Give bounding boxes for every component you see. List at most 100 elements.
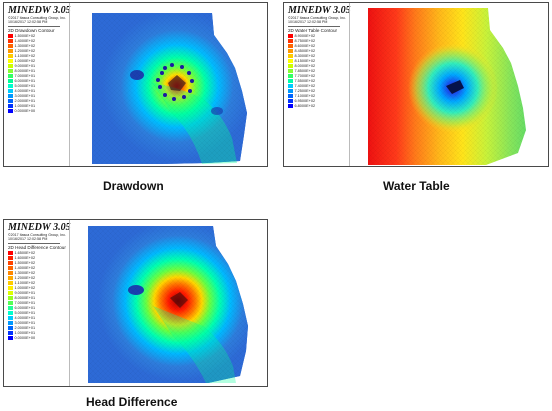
color-swatch <box>8 291 13 296</box>
color-swatch <box>288 104 293 109</box>
color-swatch <box>288 59 293 64</box>
legend-value: 8.0000E+01 <box>14 296 36 301</box>
legend-entry: 1.6000E+02 <box>8 256 68 261</box>
legend-value: 8.0000E+02 <box>294 64 316 69</box>
legend-value: 4.0000E+01 <box>14 89 36 94</box>
legend-value: 7.1000E+02 <box>294 94 316 99</box>
color-swatch <box>8 251 13 256</box>
caption-head-difference: Head Difference <box>86 395 178 409</box>
legend-entry: 7.4000E+02 <box>288 84 348 89</box>
app-title: MINEDW 3.05 <box>288 5 351 16</box>
contour-title: 2D Head Difference Contour <box>8 244 66 250</box>
legend-divider <box>349 3 350 166</box>
legend-entry: 1.6500E+02 <box>8 251 68 256</box>
legend-value: 1.4000E+02 <box>14 39 36 44</box>
legend-value: 1.5000E+02 <box>14 34 36 39</box>
legend-value: 8.1500E+02 <box>294 59 316 64</box>
legend-separator <box>8 242 60 244</box>
legend-entry: 8.7500E+02 <box>288 39 348 44</box>
legend-value: 1.6500E+02 <box>14 251 36 256</box>
legend-separator <box>8 25 60 27</box>
contour-title: 2D Water Table Contour <box>288 27 338 33</box>
color-swatch <box>8 64 13 69</box>
legend-entry: 8.0000E+01 <box>8 69 68 74</box>
legend-value: 1.2000E+02 <box>14 276 36 281</box>
legend-value: 8.7500E+02 <box>294 39 316 44</box>
legend-entry: 5.0000E+01 <box>8 311 68 316</box>
color-swatch <box>288 89 293 94</box>
legend-entry: 6.0000E+01 <box>8 306 68 311</box>
legend-entry: 8.3000E+02 <box>288 54 348 59</box>
legend-value: 8.3000E+02 <box>294 54 316 59</box>
legend-entry: 3.0000E+01 <box>8 321 68 326</box>
caption-drawdown: Drawdown <box>103 179 164 193</box>
legend-value: 3.0000E+01 <box>14 94 36 99</box>
color-swatch <box>8 311 13 316</box>
timestamp-text: 10/16/2017 12:02:58 PM <box>8 20 48 25</box>
color-swatch <box>288 84 293 89</box>
color-swatch <box>8 331 13 336</box>
color-swatch <box>8 301 13 306</box>
legend-entry: 1.2000E+02 <box>8 276 68 281</box>
legend-entry: 1.1000E+02 <box>8 54 68 59</box>
legend-entry: 0.0000E+00 <box>8 336 68 341</box>
color-swatch <box>288 44 293 49</box>
app-title: MINEDW 3.05 <box>8 222 71 233</box>
legend-value: 1.6000E+02 <box>14 256 36 261</box>
legend-entry: 8.0000E+02 <box>288 64 348 69</box>
legend-value: 5.0000E+01 <box>14 311 36 316</box>
legend-entry: 6.9500E+02 <box>288 99 348 104</box>
color-swatch <box>8 54 13 59</box>
legend-value: 1.3000E+02 <box>14 44 36 49</box>
legend-value: 1.4000E+02 <box>14 266 36 271</box>
color-swatch <box>288 69 293 74</box>
contour-title: 2D Drawdown Contour <box>8 27 55 33</box>
legend-value: 7.5500E+02 <box>294 79 316 84</box>
head-difference-contour-plot <box>88 226 248 383</box>
color-swatch <box>8 84 13 89</box>
color-swatch <box>288 54 293 59</box>
legend-entry: 6.8000E+02 <box>288 104 348 109</box>
color-swatch <box>8 34 13 39</box>
legend-value: 8.4500E+02 <box>294 49 316 54</box>
timestamp-text: 10/16/2017 12:02:58 PM <box>8 237 48 242</box>
color-scale: 1.5000E+02 1.4000E+02 1.3000E+02 1.2000E+02… <box>8 34 68 114</box>
legend-entry: 9.0000E+01 <box>8 64 68 69</box>
color-swatch <box>8 276 13 281</box>
color-swatch <box>288 79 293 84</box>
legend-entry: 2.0000E+01 <box>8 326 68 331</box>
legend-value: 2.0000E+01 <box>14 99 36 104</box>
drawdown-contour-plot <box>92 13 247 164</box>
legend-value: 1.3000E+02 <box>14 271 36 276</box>
color-swatch <box>8 296 13 301</box>
legend-value: 9.0000E+01 <box>14 64 36 69</box>
legend-value: 6.0000E+01 <box>14 306 36 311</box>
legend-value: 6.0000E+01 <box>14 79 36 84</box>
color-swatch <box>8 306 13 311</box>
legend-entry: 1.4000E+02 <box>8 266 68 271</box>
color-swatch <box>8 89 13 94</box>
legend-entry: 1.0000E+02 <box>8 286 68 291</box>
legend-value: 1.2000E+02 <box>14 49 36 54</box>
timestamp-text: 10/16/2017 12:02:58 PM <box>288 20 328 25</box>
legend-value: 7.4000E+02 <box>294 84 316 89</box>
caption-water-table: Water Table <box>383 179 450 193</box>
legend-separator <box>288 25 340 27</box>
color-swatch <box>8 99 13 104</box>
legend-value: 6.8000E+02 <box>294 104 316 109</box>
legend-entry: 7.1000E+02 <box>288 94 348 99</box>
legend-entry: 1.3000E+02 <box>8 44 68 49</box>
legend-entry: 1.4000E+02 <box>8 39 68 44</box>
color-swatch <box>288 64 293 69</box>
color-swatch <box>8 39 13 44</box>
color-swatch <box>288 34 293 39</box>
legend-value: 7.0000E+01 <box>14 74 36 79</box>
legend-value: 7.8500E+02 <box>294 69 316 74</box>
color-swatch <box>288 39 293 44</box>
legend-value: 0.0000E+00 <box>14 336 36 341</box>
color-swatch <box>8 79 13 84</box>
legend-entry: 7.2500E+02 <box>288 89 348 94</box>
color-swatch <box>8 316 13 321</box>
legend-entry: 8.4500E+02 <box>288 49 348 54</box>
color-swatch <box>288 94 293 99</box>
